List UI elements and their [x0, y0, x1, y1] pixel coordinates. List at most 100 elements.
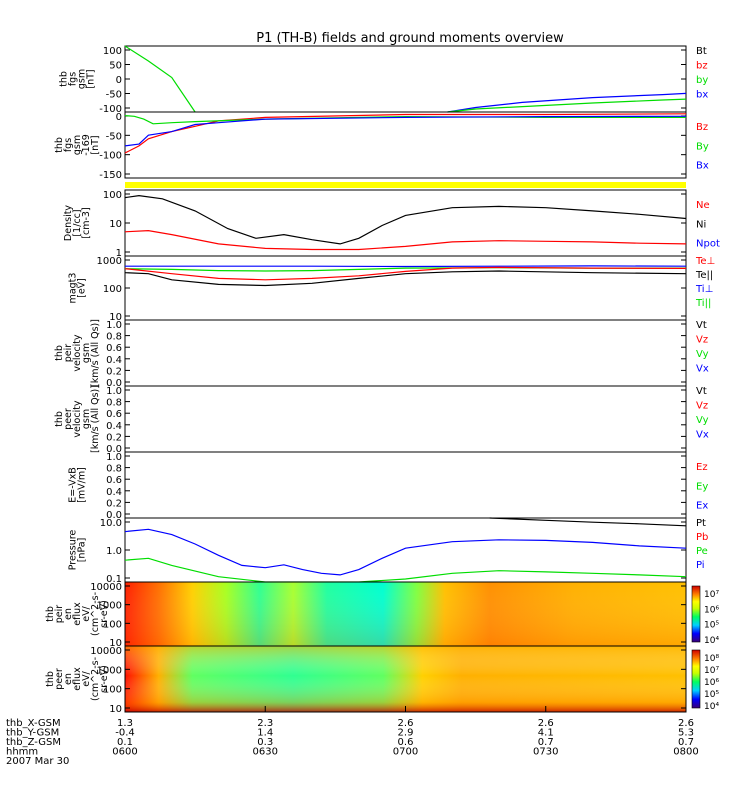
- colorbar-tick: 10⁷: [704, 590, 719, 600]
- y-tick-label: 1: [116, 248, 122, 259]
- x-col-x: 2.6: [678, 718, 694, 729]
- legend-By: By: [696, 141, 709, 152]
- legend-Vy: Vy: [696, 415, 709, 426]
- y-label-line: thb: [54, 411, 65, 427]
- panel-density: 100 10 1 Density[1/cc][cm-3] Ne Ni Npot: [63, 189, 720, 259]
- y-label-line: thb: [45, 606, 56, 622]
- x-col-x: 2.6: [538, 718, 554, 729]
- legend-Vx: Vx: [696, 430, 709, 441]
- legend-bx: bx: [696, 90, 708, 101]
- y-tick-label: 100: [103, 685, 122, 696]
- legend-Vy: Vy: [696, 349, 709, 360]
- y-label-line: [nPa]: [77, 538, 88, 563]
- x-row-label: thb_X-GSM: [6, 718, 61, 729]
- y-label-line: thb: [54, 137, 65, 153]
- x-row-label: thb_Z-GSM: [6, 737, 61, 748]
- x-row-label: thb_Y-GSM: [6, 728, 59, 739]
- colorbar-tick: 10⁶: [704, 678, 719, 688]
- legend-Vt: Vt: [696, 386, 707, 397]
- series-Pi: [124, 528, 687, 576]
- x-col-x: 2.3: [257, 718, 273, 729]
- y-label-line: [cm-3]: [81, 207, 92, 238]
- y-label-line: Pressure: [68, 530, 79, 571]
- y-tick-label: -150: [99, 170, 122, 181]
- y-label-line: eV/: [81, 670, 92, 686]
- panel-frame: [124, 319, 687, 387]
- legend-Vt: Vt: [696, 320, 707, 331]
- x-col-y: 2.9: [398, 728, 414, 739]
- legend-Ti⊥: Ti⊥: [695, 284, 713, 295]
- y-tick-label: 0.6: [106, 343, 122, 354]
- series-Ne: [124, 229, 687, 251]
- legend-Te||: Te||: [695, 270, 713, 281]
- series-by-early: [124, 45, 196, 113]
- y-label-line: gsm: [77, 69, 88, 89]
- y-tick-label: 1.0: [106, 546, 122, 557]
- legend-Ey: Ey: [696, 481, 708, 492]
- y-label-line: -169: [81, 134, 92, 156]
- y-label-line: peer: [63, 408, 74, 430]
- panel-flag: [125, 182, 686, 188]
- series-bx: [447, 92, 687, 113]
- y-axis-label: Density[1/cc][cm-3]: [63, 205, 92, 241]
- y-tick-label: 10: [109, 312, 122, 323]
- y-label-line: [1/cc]: [72, 209, 83, 236]
- y-tick-label: -50: [106, 131, 122, 142]
- y-tick-label: 0.4: [106, 487, 122, 498]
- series-Bx: [124, 115, 687, 147]
- y-tick-label: 1.0: [106, 320, 122, 331]
- legend-by: by: [696, 75, 708, 86]
- y-label-line: gsm: [81, 343, 92, 363]
- y-label-line: thb: [54, 345, 65, 361]
- y-tick-label: 0: [116, 112, 122, 123]
- y-label-line: en: [63, 608, 74, 620]
- y-label-line: [nT]: [90, 135, 101, 154]
- panels: 100500-50-100thbfgsgsm[nT]Btbzbybx0-50-1…: [45, 45, 720, 715]
- y-tick-label: 1000: [97, 665, 122, 676]
- y-label-line: fgs: [63, 138, 74, 152]
- y-label-line: [nT]: [86, 69, 97, 88]
- x-col-x: 1.3: [117, 718, 133, 729]
- series-Ni: [124, 194, 687, 245]
- series-Pe: [124, 557, 687, 583]
- y-tick-label: 0.4: [106, 355, 122, 366]
- y-tick-label: 1000: [97, 601, 122, 612]
- x-col-z: 0.1: [117, 737, 133, 748]
- legend-Pt: Pt: [696, 518, 706, 529]
- electron-spectrogram-shade: [125, 646, 686, 712]
- y-tick-label: 0.1: [106, 574, 122, 585]
- y-label-line: eflux: [72, 602, 83, 626]
- legend-Ne: Ne: [696, 200, 710, 211]
- x-col-y: 1.4: [257, 728, 273, 739]
- x-col-x: 2.6: [398, 718, 414, 729]
- y-tick-label: 1.0: [106, 452, 122, 463]
- series-Bz: [124, 113, 687, 154]
- x-col-t: 0700: [393, 747, 418, 758]
- colorbar-tick: 10⁴: [704, 702, 719, 712]
- series-Te_par: [124, 270, 687, 287]
- y-label-line: [km/s (All Qs)]: [90, 385, 101, 453]
- legend-bz: bz: [696, 61, 708, 72]
- panel-frame: [124, 517, 687, 583]
- legend-Vz: Vz: [696, 335, 708, 346]
- colorbar-tick: 10⁶: [704, 605, 719, 615]
- y-tick-label: 0.0: [106, 444, 122, 455]
- y-label-line: eflux: [72, 667, 83, 691]
- y-label-line: Density: [63, 205, 74, 241]
- colorbar-tick: 10⁸: [704, 654, 719, 664]
- legend-Pb: Pb: [696, 532, 708, 543]
- x-row-label: 2007 Mar 30: [6, 756, 69, 767]
- y-tick-label: 100: [103, 284, 122, 295]
- colorbar: [691, 585, 701, 643]
- y-tick-label: 0.6: [106, 409, 122, 420]
- y-label-line: velocity: [72, 334, 83, 372]
- legend-Ez: Ez: [696, 462, 708, 473]
- panel-efield: 1.00.80.60.40.20.0 E=-VxB[mV/m] Ez Ey Ex: [68, 451, 708, 521]
- colorbar-tick: 10⁷: [704, 666, 719, 676]
- y-tick-label: 10.0: [100, 518, 122, 529]
- y-label-line: gsm: [81, 409, 92, 429]
